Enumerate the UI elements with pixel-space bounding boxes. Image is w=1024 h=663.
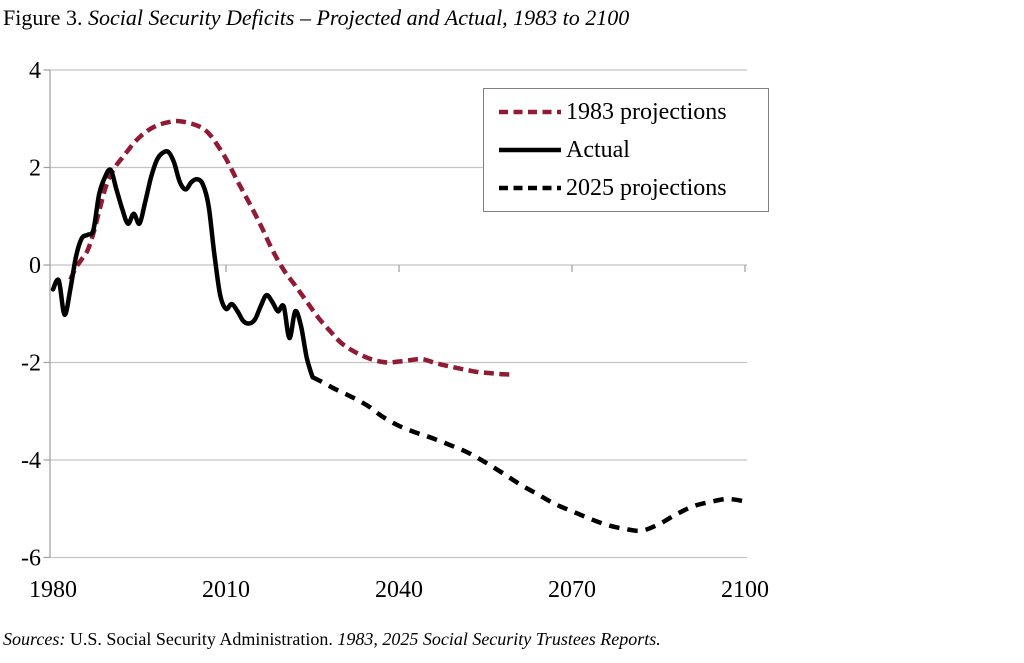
y-axis-label: 2: [29, 156, 41, 182]
legend-label: 2025 projections: [566, 175, 727, 201]
dashed-black-line-icon: [499, 185, 561, 191]
legend-label: 1983 projections: [566, 99, 727, 125]
figure-title-text: Social Security Deficits – Projected and…: [82, 5, 630, 30]
x-axis-label: 2010: [202, 577, 250, 603]
x-axis-label: 2100: [721, 577, 769, 603]
legend-item-2025-projections: 2025 projections: [498, 171, 768, 205]
solid-black-line-icon: [499, 147, 561, 153]
series-line-2025-projections: [311, 375, 746, 534]
y-axis-label: 4: [29, 58, 41, 84]
sources-reports: 1983, 2025 Social Security Trustees Repo…: [337, 629, 661, 649]
source-note: Sources: U.S. Social Security Administra…: [3, 629, 661, 650]
chart-legend: 1983 projections Actual 2025 projections: [483, 88, 769, 212]
x-axis-label: 1980: [29, 577, 77, 603]
y-axis-label: -4: [21, 448, 41, 474]
x-axis-label: 2040: [375, 577, 423, 603]
figure-title: Figure 3. Social Security Deficits – Pro…: [3, 5, 629, 31]
legend-item-actual: Actual: [498, 133, 768, 167]
y-axis-label: -6: [21, 546, 41, 572]
dashed-red-line-icon: [499, 109, 561, 115]
y-axis-label: 0: [29, 253, 41, 279]
series-line-actual: [50, 148, 315, 380]
series-line-1983-projections: [68, 118, 515, 377]
sources-label: Sources:: [3, 629, 66, 649]
figure-number: Figure 3.: [3, 5, 83, 30]
sources-agency: U.S. Social Security Administration.: [65, 629, 338, 649]
legend-item-1983-projections: 1983 projections: [498, 95, 768, 129]
x-axis-label: 2070: [548, 577, 596, 603]
legend-label: Actual: [566, 137, 630, 163]
y-axis-label: -2: [21, 351, 41, 377]
